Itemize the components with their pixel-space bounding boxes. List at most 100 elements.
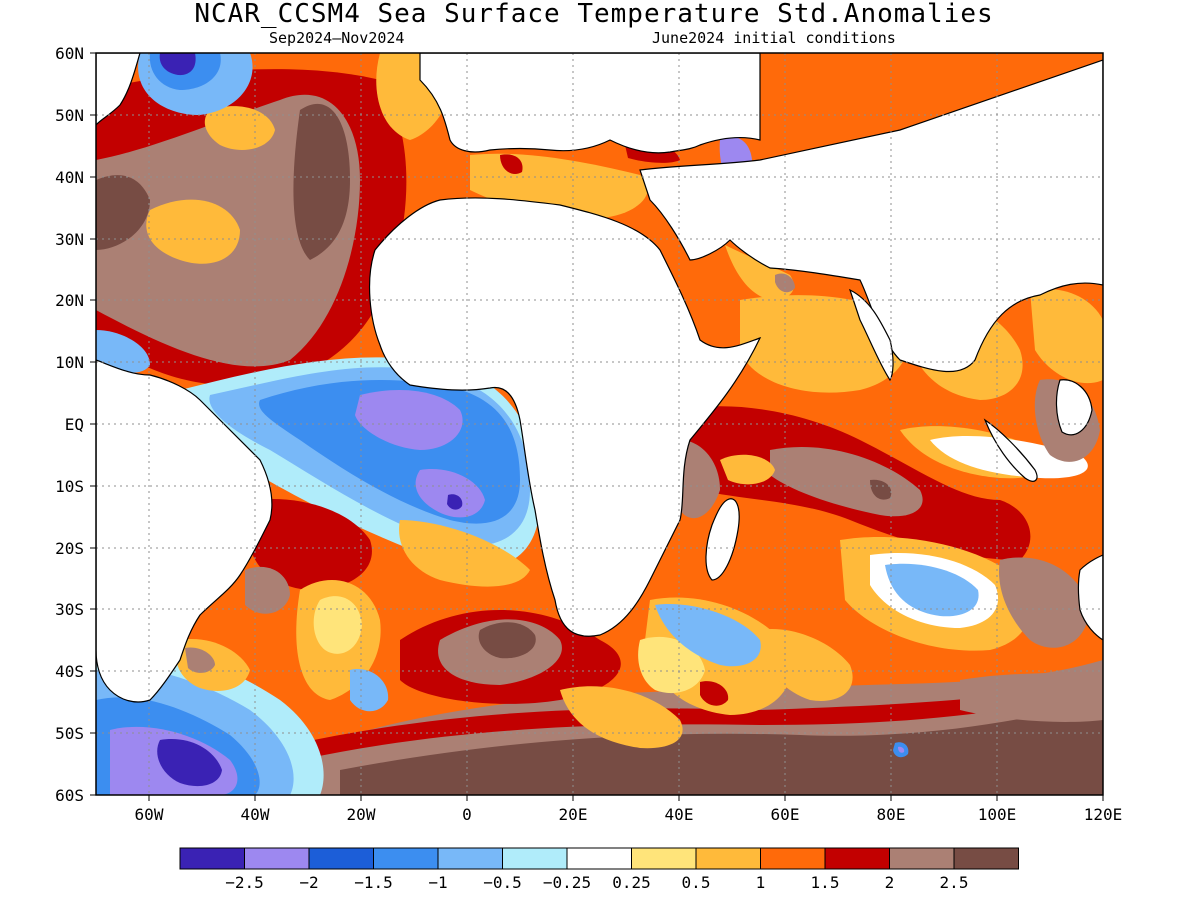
lon-tick-label: 20W <box>347 805 376 824</box>
lat-tick-label: 20N <box>55 291 84 310</box>
colorbar-label: 0.25 <box>612 873 651 892</box>
australia-landmass <box>1077 554 1103 641</box>
colorbar-swatch <box>437 847 503 870</box>
lat-tick-label: 50N <box>55 106 84 125</box>
colorbar-swatch <box>566 847 632 870</box>
anomaly-region <box>655 604 761 667</box>
colorbar-label: −0.25 <box>543 873 591 892</box>
anomaly-region <box>204 106 275 150</box>
colorbar-label: 2.5 <box>940 873 969 892</box>
lon-tick-label: 100E <box>978 805 1017 824</box>
anomaly-region <box>870 479 892 500</box>
lat-tick-label: 20S <box>55 539 84 558</box>
anomaly-region <box>290 680 1103 760</box>
colorbar-label: −2.5 <box>225 873 264 892</box>
anomaly-region <box>720 454 775 485</box>
anomaly-region <box>293 103 350 260</box>
colorbar-swatch <box>244 847 310 870</box>
lat-tick-label: 30S <box>55 600 84 619</box>
anomaly-region <box>340 700 1103 795</box>
anomaly-region <box>638 636 705 694</box>
anomaly-region <box>355 390 463 450</box>
lat-tick-label: 10S <box>55 477 84 496</box>
lat-tick-label: 40S <box>55 662 84 681</box>
lat-tick-label: EQ <box>65 415 84 434</box>
lat-tick-label: 40N <box>55 168 84 187</box>
borneo-landmass <box>1055 379 1093 436</box>
anomaly-region <box>146 199 240 264</box>
anomaly-region <box>313 596 362 654</box>
colorbar-label: 1.5 <box>811 873 840 892</box>
colorbar-swatch <box>373 847 439 870</box>
anomaly-region <box>399 520 530 587</box>
anomaly-region <box>157 739 222 787</box>
anomaly-region <box>700 681 729 706</box>
map-gridlines <box>96 53 1103 795</box>
anomaly-region <box>560 686 683 749</box>
forecast-period: Sep2024–Nov2024 <box>269 29 405 47</box>
lon-tick-label: 40W <box>241 805 270 824</box>
india-landmass <box>848 288 894 382</box>
colorbar-label: −1 <box>428 873 447 892</box>
sumatra-landmass <box>983 418 1038 482</box>
middle-east-landmass <box>639 59 1103 373</box>
map-plot-area <box>96 53 1103 795</box>
colorbar-swatch <box>631 847 697 870</box>
colorbar-label: −2 <box>299 873 318 892</box>
anomaly-region <box>478 622 536 659</box>
anomaly-region <box>898 746 905 753</box>
longitude-labels: 60W 40W 20W 0 20E 40E 60E 80E 100E 120E <box>135 805 1123 824</box>
lon-tick-label: 20E <box>559 805 588 824</box>
colorbar-label: −0.5 <box>483 873 522 892</box>
colorbar-swatch <box>889 847 955 870</box>
lon-tick-label: 80E <box>877 805 906 824</box>
anomaly-region <box>680 440 720 519</box>
colorbar-swatch <box>824 847 890 870</box>
lat-tick-label: 30N <box>55 230 84 249</box>
lat-tick-label: 60N <box>55 44 84 63</box>
land-masses <box>96 53 1103 703</box>
latitude-labels: 60N 50N 40N 30N 20N 10N EQ 10S 20S 30S 4… <box>55 44 84 805</box>
anomaly-region <box>447 494 463 510</box>
lon-tick-label: 60E <box>771 805 800 824</box>
anomaly-region <box>885 563 979 617</box>
lat-tick-label: 60S <box>55 786 84 805</box>
anomaly-region <box>1030 288 1103 384</box>
colorbar-label: 2 <box>885 873 895 892</box>
colorbar-swatch <box>179 847 245 870</box>
colorbar-label: 1 <box>756 873 766 892</box>
south-america-landmass <box>96 359 273 703</box>
anomaly-region <box>185 647 215 673</box>
lon-tick-label: 120E <box>1084 805 1123 824</box>
africa-landmass <box>368 197 762 637</box>
colorbar-swatch <box>953 847 1019 870</box>
colorbar-swatch <box>695 847 761 870</box>
europe-landmass <box>419 53 761 154</box>
anomaly-region <box>245 566 290 614</box>
anomaly-region <box>725 245 794 300</box>
anomaly-region <box>249 499 372 590</box>
anomaly-region <box>96 175 150 250</box>
initial-conditions-label: June2024 initial conditions <box>652 29 896 47</box>
colorbar-legend: −2.5 −2 −1.5 −1 −0.5 −0.25 0.25 0.5 1 1.5 2 2.5 <box>179 847 1019 892</box>
colorbar-label: 0.5 <box>682 873 711 892</box>
anomaly-region <box>415 469 485 518</box>
colorbar-label: −1.5 <box>354 873 393 892</box>
lon-tick-label: 60W <box>135 805 164 824</box>
axis-ticks <box>90 52 1104 801</box>
lon-tick-label: 40E <box>665 805 694 824</box>
anomaly-region <box>960 670 1103 722</box>
colorbar-swatch <box>502 847 568 870</box>
anomaly-region <box>500 154 523 175</box>
north-america-landmass <box>96 53 141 126</box>
anomaly-region <box>350 669 389 712</box>
anomaly-region <box>999 557 1090 648</box>
madagascar-landmass <box>705 498 740 581</box>
map-title: NCAR_CCSM4 Sea Surface Temperature Std.A… <box>194 0 994 29</box>
lon-tick-label: 0 <box>462 805 472 824</box>
colorbar-swatch <box>308 847 374 870</box>
anomaly-region <box>159 53 196 76</box>
lat-tick-label: 10N <box>55 353 84 372</box>
colorbar-swatch <box>760 847 826 870</box>
